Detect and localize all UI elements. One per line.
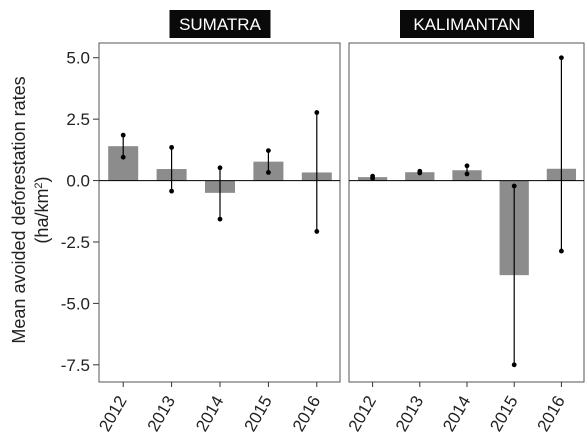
y-axis-title-line1: Mean avoided deforestation rates <box>9 76 29 343</box>
y-tick-label: 0.0 <box>66 172 90 191</box>
ci-low-point <box>120 154 126 160</box>
y-axis-title: Mean avoided deforestation rates (ha/km2… <box>9 76 52 343</box>
x-tick-label: 2012 <box>345 393 380 435</box>
ci-low-point <box>370 175 375 181</box>
ci-low-point <box>217 216 223 222</box>
ci-low-point <box>464 171 470 177</box>
ci-high-point <box>559 55 564 61</box>
ci-high-point <box>511 183 517 189</box>
panel-frame <box>348 42 585 383</box>
panels: SUMATRA 2012 2013 2014 2015 2016 KALIMANTAN 201… <box>95 10 585 435</box>
ci-low-point <box>169 188 175 194</box>
y-tick-label: 5.0 <box>66 49 90 68</box>
y-axis-title-line2: (ha/km2) <box>32 176 52 243</box>
ci-low-point <box>559 248 564 254</box>
x-tick-label: 2015 <box>240 393 275 435</box>
ci-high-point <box>217 165 223 171</box>
ci-low-point <box>266 170 271 175</box>
y-tick-label: -5.0 <box>61 294 90 313</box>
panel-sumatra: SUMATRA 2012 2013 2014 2015 2016 <box>95 10 341 435</box>
panel-title: KALIMANTAN <box>413 15 520 34</box>
ci-low-point <box>417 170 423 176</box>
x-tick-label: 2012 <box>95 393 130 435</box>
ci-low-point <box>511 362 517 368</box>
x-tick-label: 2013 <box>144 393 179 435</box>
ci-low-point <box>314 229 320 234</box>
y-tick-label: 2.5 <box>66 110 90 129</box>
ci-high-point <box>266 148 271 153</box>
y-tick-label: -2.5 <box>61 233 90 252</box>
x-tick-label: 2014 <box>439 393 474 435</box>
x-tick-label: 2016 <box>289 393 324 435</box>
panel-strip <box>169 10 271 38</box>
ci-high-point <box>464 163 470 169</box>
x-tick-label: 2014 <box>192 393 227 435</box>
x-tick-label: 2016 <box>533 393 568 435</box>
panel-title: SUMATRA <box>179 15 262 34</box>
ci-high-point <box>120 132 126 138</box>
bar-2013 <box>405 172 435 181</box>
y-tick-label: -7.5 <box>61 356 90 375</box>
y-axis: 5.0 2.5 0.0 -2.5 -5.0 -7.5 <box>61 49 99 375</box>
ci-high-point <box>314 110 320 115</box>
ci-high-point <box>169 145 175 150</box>
x-tick-label: 2015 <box>486 393 521 435</box>
panel-kalimantan: KALIMANTAN 2012 2013 2014 2015 2016 <box>345 10 585 435</box>
panel-strip <box>400 10 534 38</box>
x-tick-label: 2013 <box>392 393 427 435</box>
